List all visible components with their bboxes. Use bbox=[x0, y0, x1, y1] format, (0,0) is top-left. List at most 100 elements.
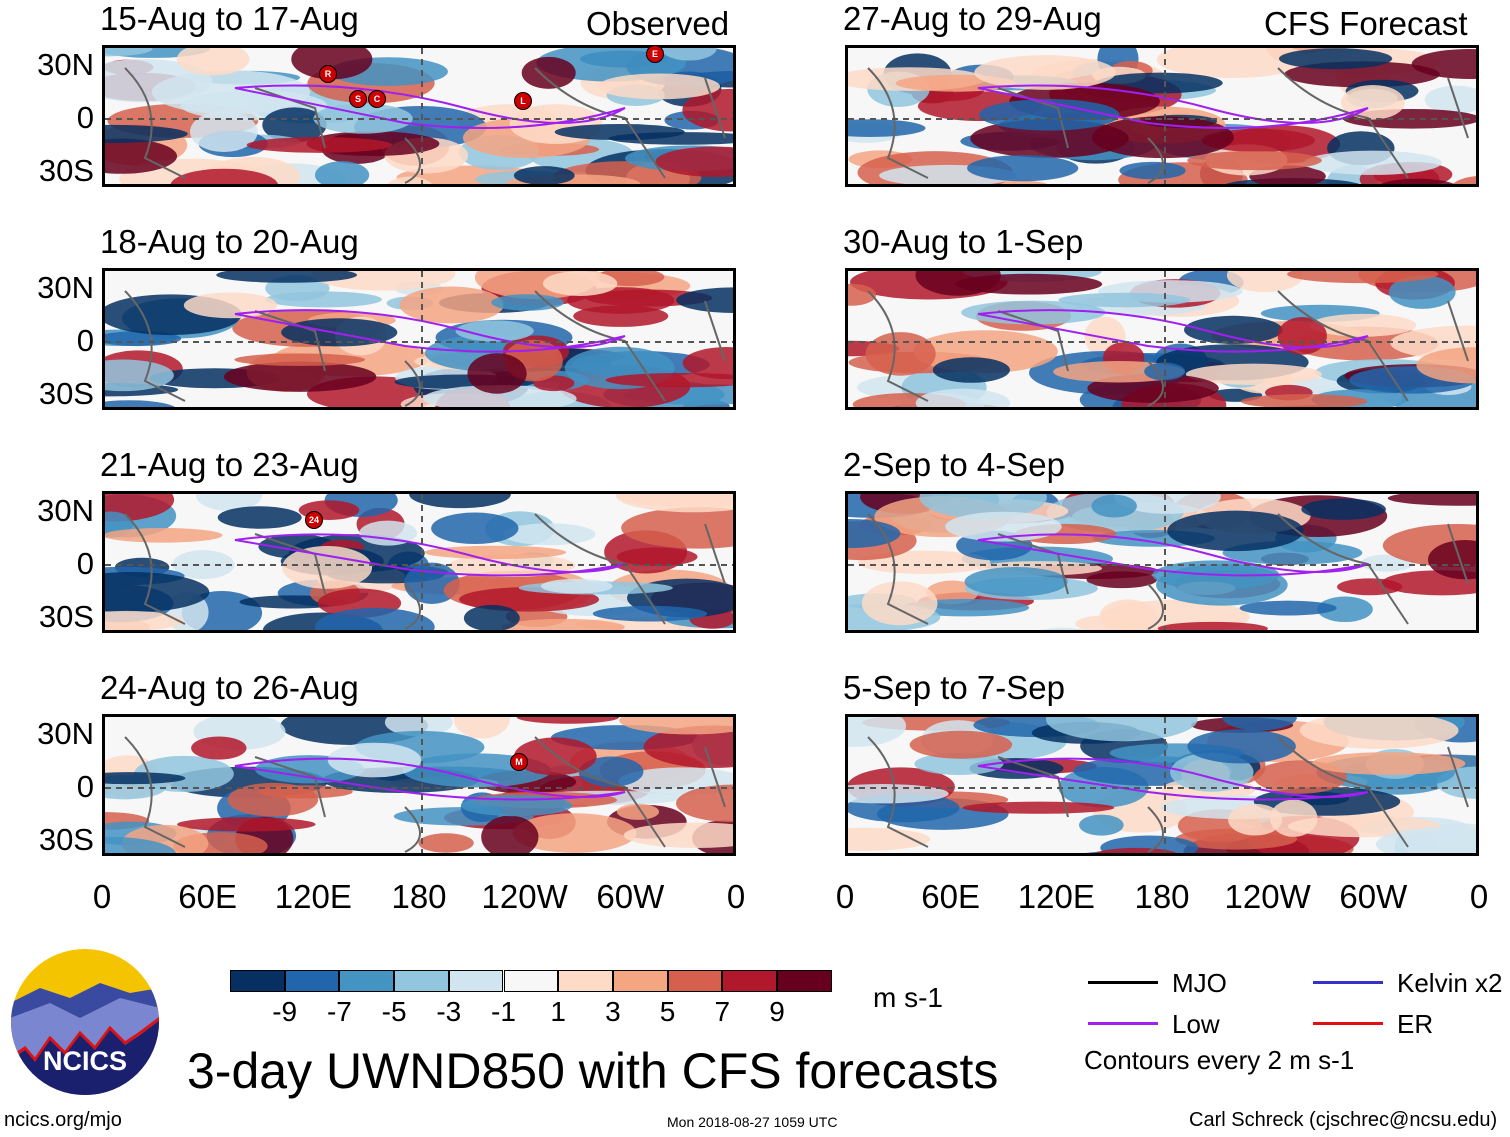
wind-anomaly-blob bbox=[423, 385, 577, 407]
wind-anomaly-blob bbox=[1058, 292, 1191, 308]
wind-anomaly-blob bbox=[176, 48, 250, 76]
coastline bbox=[124, 290, 726, 407]
lat-tick-label: 30N bbox=[37, 47, 94, 82]
wind-anomaly-blob bbox=[848, 283, 877, 306]
wind-anomaly-blob bbox=[676, 784, 733, 823]
wind-anomaly-blob bbox=[660, 48, 717, 61]
wind-anomaly-blob bbox=[1416, 347, 1476, 384]
wind-anomaly-blob bbox=[1301, 498, 1386, 520]
wind-anomaly-blob bbox=[453, 717, 510, 739]
colorbar-label: 1 bbox=[550, 996, 566, 1027]
wind-anomaly-blob bbox=[1187, 729, 1296, 764]
ncics-logo: NCICS bbox=[10, 948, 160, 1096]
wind-anomaly-blob bbox=[540, 578, 613, 594]
colorbar-swatch bbox=[667, 970, 723, 992]
lon-tick-label: 0 bbox=[1469, 878, 1489, 915]
panel-title: 30-Aug to 1-Sep bbox=[843, 223, 1084, 260]
low-contour bbox=[977, 309, 1369, 353]
tropical-cyclone-marker: M bbox=[510, 753, 528, 771]
low-contour bbox=[977, 533, 1369, 577]
wind-anomaly-blob bbox=[1270, 799, 1318, 837]
lon-tick-label: 120E bbox=[1017, 878, 1095, 915]
wind-anomaly-blob bbox=[554, 123, 685, 141]
wind-anomaly-blob bbox=[1424, 85, 1476, 114]
wind-anomaly-blob bbox=[848, 717, 907, 747]
wind-anomaly-blob bbox=[216, 271, 358, 283]
colorbar-swatch bbox=[339, 970, 395, 992]
coastline bbox=[867, 290, 1469, 407]
low-contour bbox=[234, 757, 626, 801]
wind-anomaly-blob bbox=[315, 607, 435, 630]
wind-anomaly-blob bbox=[359, 520, 417, 546]
tropical-cyclone-marker: 24 bbox=[305, 511, 323, 529]
wind-anomaly-blob bbox=[1311, 752, 1466, 775]
map-panel bbox=[102, 45, 736, 187]
colorbar-swatch bbox=[448, 970, 504, 992]
wind-anomaly-blob bbox=[191, 736, 247, 760]
legend-label: MJO bbox=[1172, 968, 1227, 998]
wind-anomaly-blob bbox=[1046, 717, 1198, 742]
map-panel bbox=[102, 491, 736, 633]
column-label: CFS Forecast bbox=[1264, 5, 1468, 42]
wind-anomaly-blob bbox=[1240, 394, 1368, 407]
wind-anomaly-blob bbox=[282, 545, 373, 589]
low-contour bbox=[977, 84, 1369, 129]
panel-title: 27-Aug to 29-Aug bbox=[843, 0, 1102, 37]
lat-tick-label: 30S bbox=[38, 376, 94, 411]
wind-anomaly-blob bbox=[1303, 150, 1442, 175]
wind-anomaly-blob bbox=[578, 756, 644, 787]
legend-line bbox=[1088, 981, 1158, 984]
wind-anomaly-blob bbox=[1187, 150, 1322, 171]
wind-anomaly-blob bbox=[512, 813, 637, 853]
legend-line bbox=[1313, 1022, 1383, 1025]
footer-timestamp: Mon 2018-08-27 1059 UTC bbox=[667, 1114, 838, 1130]
wind-anomaly-blob bbox=[105, 48, 153, 57]
wind-anomaly-blob bbox=[861, 581, 938, 626]
wind-anomaly-blob bbox=[1113, 494, 1221, 514]
wind-anomaly-blob bbox=[1228, 803, 1283, 836]
panel-title: 15-Aug to 17-Aug bbox=[100, 0, 359, 37]
wind-anomaly-blob bbox=[189, 111, 258, 153]
wind-anomaly-blob bbox=[463, 604, 520, 630]
colorbar-label: -1 bbox=[491, 996, 516, 1027]
wind-anomaly-blob bbox=[467, 353, 527, 394]
wind-anomaly-blob bbox=[227, 782, 319, 817]
wind-anomaly-blob bbox=[964, 566, 1068, 597]
lat-tick-label: 0 bbox=[76, 546, 94, 581]
chart-title: 3-day UWND850 with CFS forecasts bbox=[187, 1043, 999, 1099]
wind-anomaly-blob bbox=[1119, 161, 1186, 180]
lon-tick-label: 120E bbox=[274, 878, 352, 915]
wind-anomaly-blob bbox=[460, 794, 573, 817]
wind-anomaly-blob bbox=[105, 400, 176, 407]
colorbar-swatch bbox=[722, 970, 777, 992]
coastline bbox=[867, 67, 1469, 184]
wind-anomaly-blob bbox=[105, 772, 186, 785]
low-contour bbox=[234, 309, 626, 353]
tropical-cyclone-marker: C bbox=[368, 90, 386, 108]
wind-anomaly-blob bbox=[105, 528, 223, 543]
storm-label: R bbox=[324, 69, 332, 79]
lon-tick-label: 0 bbox=[92, 878, 112, 915]
wind-anomaly-blob bbox=[915, 388, 1011, 407]
lat-tick-label: 30N bbox=[37, 716, 94, 751]
lat-tick-label: 0 bbox=[76, 100, 94, 135]
wind-anomaly-blob bbox=[597, 73, 721, 100]
lon-tick-label: 0 bbox=[835, 878, 855, 915]
storm-label: S bbox=[354, 94, 361, 104]
wind-anomaly-blob bbox=[1091, 494, 1137, 518]
tropical-cyclone-marker: E bbox=[646, 45, 664, 63]
units-label: m s-1 bbox=[873, 982, 943, 1013]
wind-anomaly-blob bbox=[291, 48, 373, 80]
footer-url: ncics.org/mjo bbox=[4, 1109, 122, 1131]
wind-anomaly-blob bbox=[1222, 717, 1297, 731]
wind-anomaly-blob bbox=[926, 580, 979, 605]
legend-label: Kelvin x2 bbox=[1397, 968, 1503, 998]
storm-label: 24 bbox=[308, 515, 319, 525]
map-panel bbox=[102, 268, 736, 410]
storm-label: C bbox=[373, 94, 381, 104]
map-panel bbox=[845, 714, 1479, 856]
colorbar-swatch bbox=[777, 970, 832, 992]
wind-anomaly-blob bbox=[1075, 615, 1142, 630]
wind-anomaly-blob bbox=[1278, 48, 1393, 70]
wind-anomaly-blob bbox=[418, 833, 474, 853]
